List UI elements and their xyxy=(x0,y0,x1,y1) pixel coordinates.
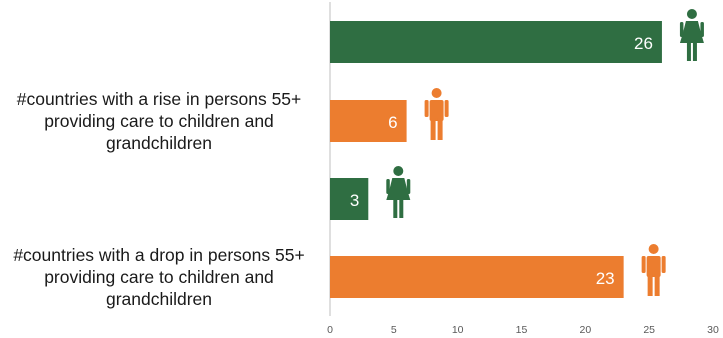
x-tick-label: 5 xyxy=(391,324,397,336)
bar-value-label: 26 xyxy=(634,34,653,53)
male-person-icon xyxy=(424,88,449,140)
female-person-icon xyxy=(386,166,411,218)
x-tick-label: 20 xyxy=(579,324,591,336)
category-label-drop: #countries with a drop in persons 55+ pr… xyxy=(13,245,305,309)
bar xyxy=(330,256,624,298)
x-tick-label: 10 xyxy=(452,324,464,336)
x-tick-label: 15 xyxy=(516,324,528,336)
bar-value-label: 23 xyxy=(596,269,615,288)
x-tick-label: 25 xyxy=(643,324,655,336)
bar xyxy=(330,100,407,142)
bar xyxy=(330,178,369,220)
male-person-icon xyxy=(641,244,666,296)
bar-value-label: 6 xyxy=(388,113,397,132)
bar-value-label: 3 xyxy=(350,191,359,210)
category-label-rise: #countries with a rise in persons 55+ pr… xyxy=(16,89,302,153)
bar xyxy=(330,21,662,63)
x-tick-label: 30 xyxy=(707,324,719,336)
female-person-icon xyxy=(679,9,704,61)
x-tick-label: 0 xyxy=(327,324,333,336)
